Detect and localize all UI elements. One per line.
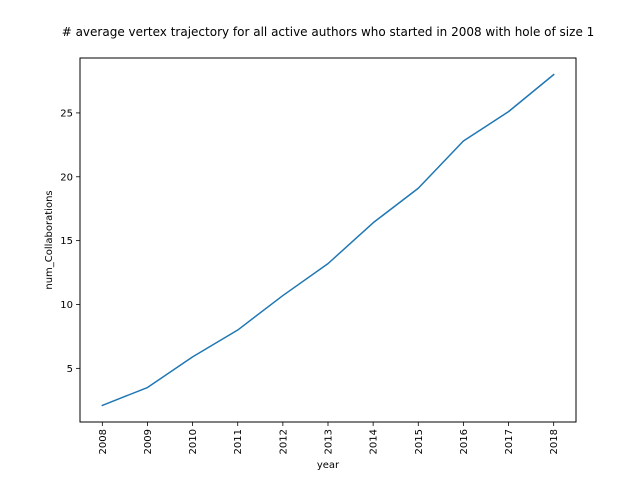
y-tick-label: 25 (60, 108, 73, 119)
x-tick-label: 2009 (143, 429, 154, 454)
y-tick-label: 10 (60, 300, 73, 311)
x-tick-label: 2018 (549, 429, 560, 454)
y-axis-ticks: 5 10 15 20 25 (60, 108, 80, 375)
axes-frame (79, 57, 577, 423)
x-tick-label: 2012 (278, 429, 289, 454)
x-axis-label: year (317, 460, 340, 471)
x-tick-label: 2016 (459, 429, 470, 454)
x-tick-label: 2017 (504, 429, 515, 454)
x-axis-ticks: 2008 2009 2010 2011 2012 2013 2014 2015 2016 2017… (98, 422, 560, 454)
y-tick-label: 5 (67, 364, 73, 375)
y-axis-label: num_Collaborations (44, 190, 55, 289)
x-tick-label: 2015 (414, 429, 425, 454)
x-tick-label: 2010 (188, 429, 199, 454)
x-tick-label: 2011 (233, 429, 244, 454)
chart-title: # average vertex trajectory for all acti… (62, 25, 595, 39)
y-tick-label: 15 (60, 236, 73, 247)
x-tick-label: 2013 (324, 429, 335, 454)
x-tick-label: 2008 (98, 429, 109, 454)
x-tick-label: 2014 (369, 429, 380, 454)
series-line (101, 73, 555, 407)
y-tick-label: 20 (60, 172, 73, 183)
